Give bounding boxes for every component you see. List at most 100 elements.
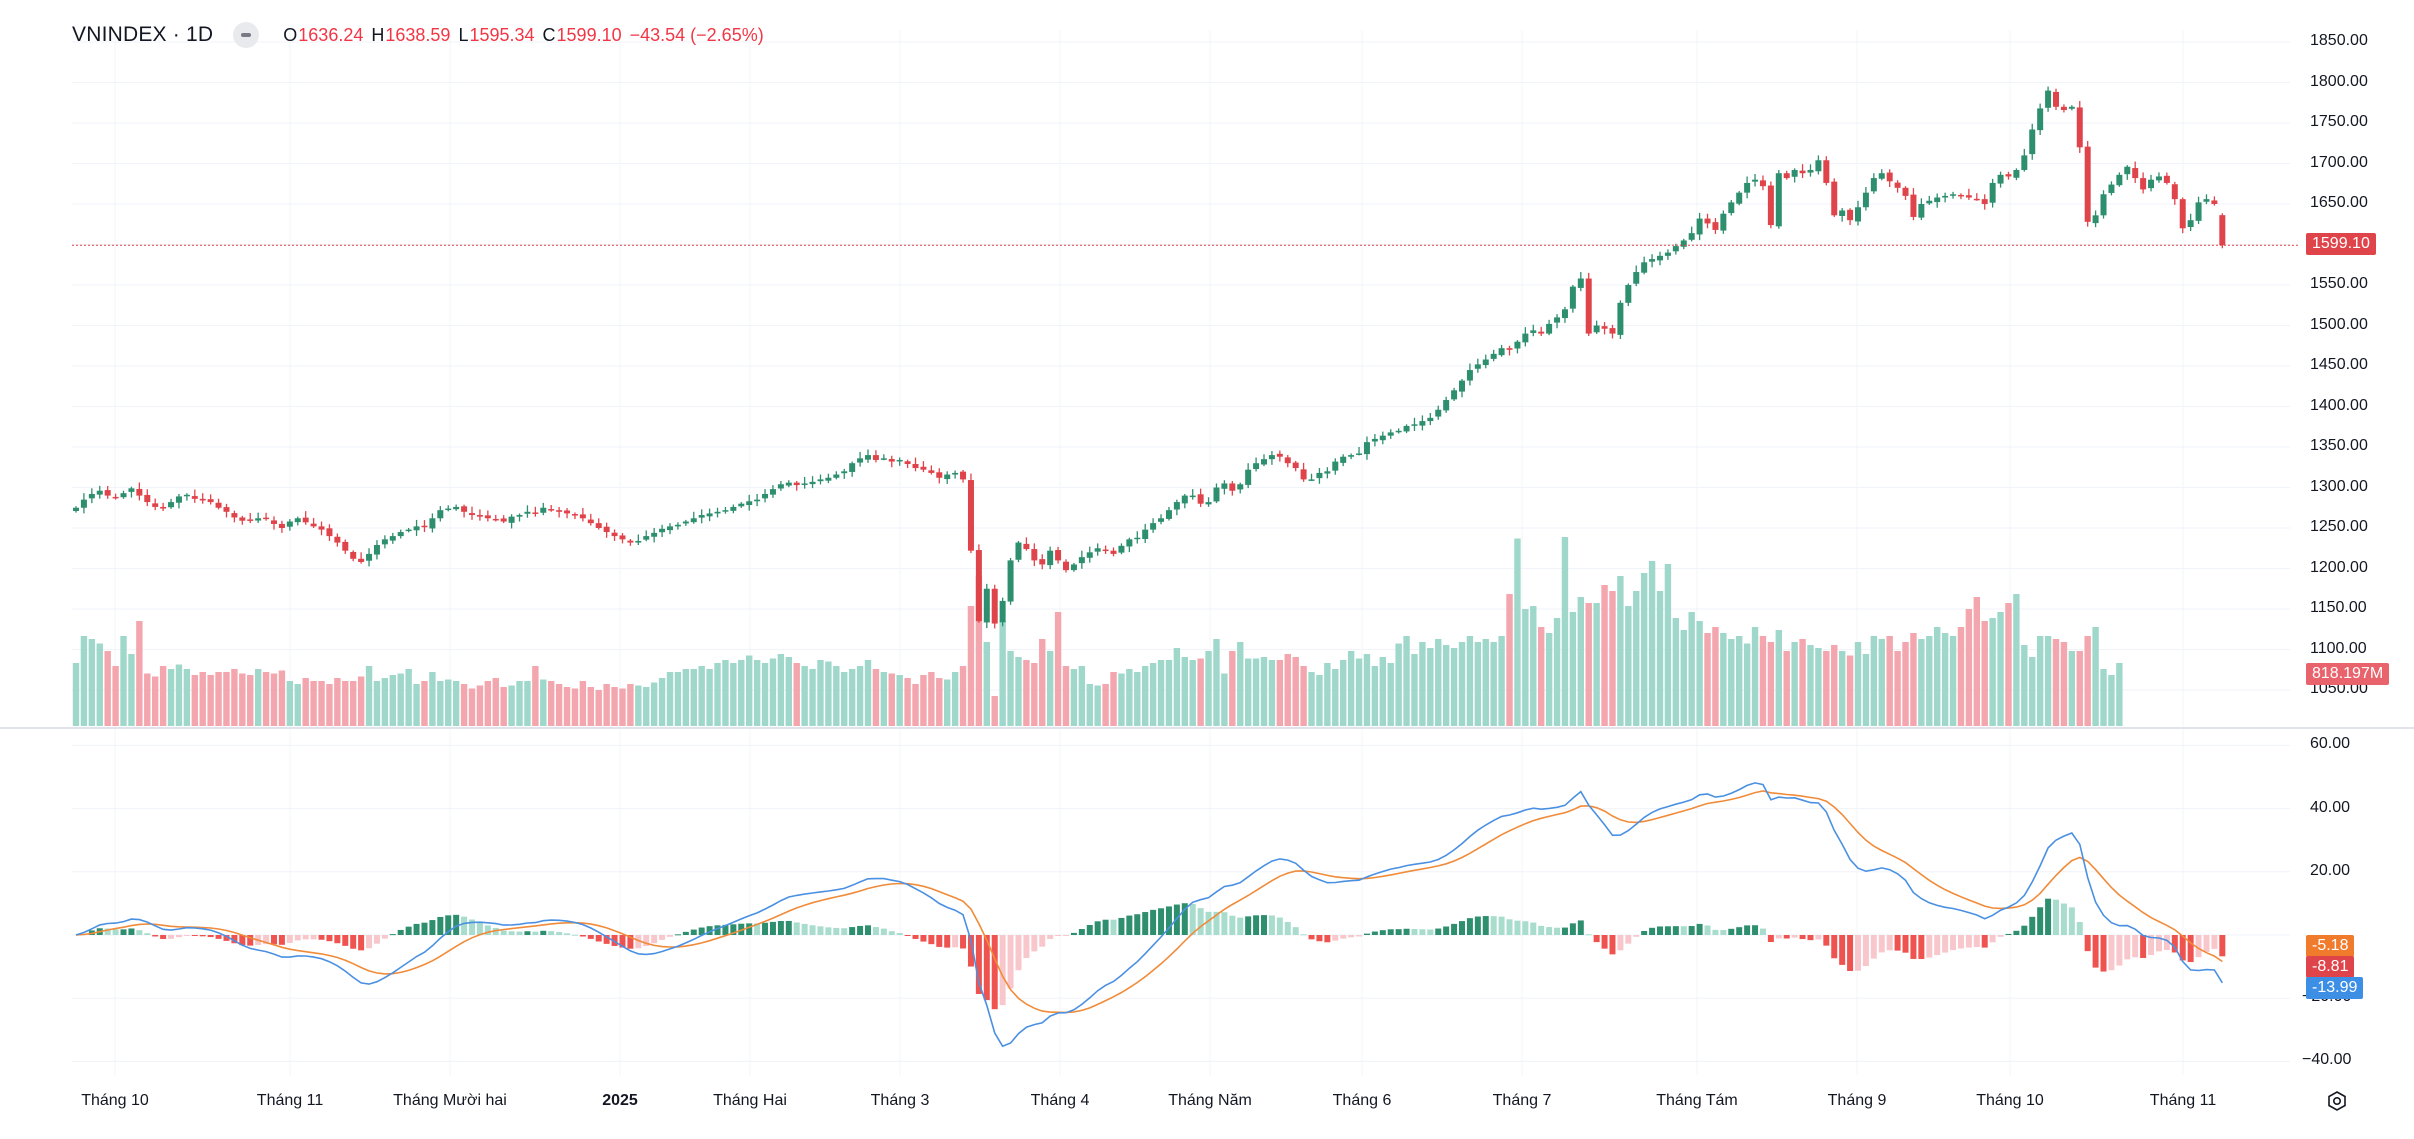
candle-body xyxy=(1831,181,1838,216)
volume-bar xyxy=(1957,627,1965,726)
candle-body xyxy=(1561,309,1568,319)
candle-body xyxy=(469,513,475,516)
candle-body xyxy=(342,541,349,551)
volume-bar xyxy=(1973,597,1980,726)
candle-body xyxy=(920,466,927,470)
candle-body xyxy=(825,477,832,481)
volume-bar xyxy=(666,672,674,726)
macd-histogram-bar xyxy=(817,926,824,935)
volume-bar xyxy=(1482,639,1489,726)
macd-histogram-bar xyxy=(1197,908,1204,935)
macd-histogram-bar xyxy=(310,935,317,940)
macd-histogram-bar xyxy=(2037,907,2044,935)
macd-histogram-bar xyxy=(1839,935,1846,965)
close-key: C xyxy=(542,24,556,45)
macd-histogram-bar xyxy=(1268,915,1275,935)
macd-histogram-bar xyxy=(2195,935,2202,958)
gear-icon[interactable] xyxy=(2326,1090,2348,1112)
volume-bar xyxy=(833,666,840,726)
candle-body xyxy=(2045,90,2052,108)
volume-bar xyxy=(1062,666,1070,726)
candle-body xyxy=(991,588,998,624)
price-axis-label: 1250.00 xyxy=(2310,518,2368,535)
macd-histogram-bar xyxy=(714,925,721,935)
candle-body xyxy=(2163,175,2170,183)
macd-histogram-bar xyxy=(2021,925,2028,935)
candle-body xyxy=(1332,461,1339,471)
time-axis-label: Tháng 3 xyxy=(870,1092,930,1109)
macd-histogram-bar xyxy=(1395,929,1402,935)
symbol-title[interactable]: VNINDEX · 1D xyxy=(72,23,214,46)
candle-body xyxy=(2211,200,2218,204)
volume-bar xyxy=(1276,660,1284,726)
volume-bar xyxy=(769,658,777,726)
candle-body xyxy=(1585,278,1592,334)
volume-bar xyxy=(1569,612,1577,726)
volume-bar xyxy=(1633,591,1640,726)
volume-bar xyxy=(413,684,420,726)
volume-bar xyxy=(1775,630,1782,726)
candle-body xyxy=(722,510,729,512)
volume-tag: 818.197M xyxy=(2306,663,2390,685)
candle-body xyxy=(136,488,143,496)
candle-body xyxy=(2013,169,2020,178)
macd-histogram-bar xyxy=(461,916,468,935)
candle-body xyxy=(1118,545,1125,553)
candle-body xyxy=(1965,195,1972,198)
candle-body xyxy=(437,510,444,519)
minus-icon[interactable] xyxy=(233,22,260,48)
volume-bar xyxy=(1355,658,1363,726)
volume-bar xyxy=(1791,642,1798,726)
candle-body xyxy=(80,499,87,508)
macd-histogram-bar xyxy=(1158,908,1165,935)
macd-histogram-bar xyxy=(857,925,864,935)
macd-histogram-bar xyxy=(2179,935,2186,961)
candle-body xyxy=(1316,472,1323,479)
volume-bar xyxy=(1846,655,1854,726)
candle-body xyxy=(199,498,206,501)
macd-histogram-bar xyxy=(944,935,951,948)
volume-bar xyxy=(983,642,990,726)
candle-body xyxy=(445,508,452,511)
volume-bar xyxy=(1823,651,1830,726)
candle-body xyxy=(1253,463,1260,470)
macd-histogram-bar xyxy=(762,922,769,935)
macd-histogram-bar xyxy=(1419,929,1426,935)
candle-body xyxy=(492,518,499,521)
candle-body xyxy=(548,509,555,511)
candle-body xyxy=(191,496,198,499)
macd-histogram-bar xyxy=(627,935,634,949)
volume-bar xyxy=(1743,643,1751,726)
time-axis-label: Tháng Hai xyxy=(713,1092,787,1109)
price-axis-label: 1450.00 xyxy=(2310,356,2368,373)
candle-body xyxy=(255,518,262,521)
macd-histogram-bar xyxy=(1229,915,1236,935)
volume-bar xyxy=(342,681,349,726)
candle-body xyxy=(1086,552,1093,558)
macd-histogram-bar xyxy=(556,932,563,935)
macd-histogram-bar xyxy=(397,929,404,935)
macd-histogram-bar xyxy=(1086,924,1093,935)
time-axis-label: Tháng Tám xyxy=(1656,1092,1738,1109)
candle-body xyxy=(952,472,959,475)
candle-body xyxy=(366,553,373,561)
macd-histogram-bar xyxy=(1332,935,1339,941)
macd-histogram-bar xyxy=(2092,935,2099,968)
volume-bar xyxy=(1910,633,1917,726)
macd-histogram-bar xyxy=(2219,935,2226,957)
candle-body xyxy=(461,506,468,512)
volume-bar xyxy=(1118,673,1125,726)
volume-bar xyxy=(888,673,895,726)
candle-body xyxy=(294,518,301,523)
volume-bar xyxy=(278,670,286,726)
volume-bar xyxy=(2084,636,2091,726)
macd-histogram-bar xyxy=(104,928,111,935)
macd-histogram-bar xyxy=(540,930,547,935)
volume-bar xyxy=(2092,627,2099,726)
candle-body xyxy=(865,455,871,460)
volume-bar xyxy=(1799,639,1806,726)
macd-histogram-bar xyxy=(793,922,800,935)
volume-bar xyxy=(96,643,103,726)
candle-body xyxy=(1926,200,1933,204)
